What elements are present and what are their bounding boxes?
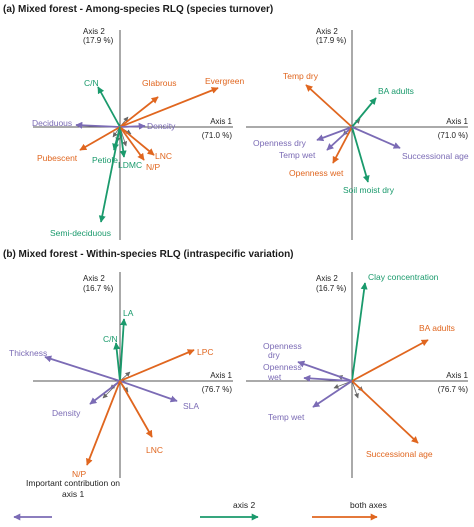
vector-label-deciduous: Deciduous (32, 118, 72, 128)
vector-label-openness-wet: Openness wet (289, 168, 344, 178)
vector-label-lpc: LPC (197, 347, 214, 357)
axis2-pct: (16.7 %) (83, 284, 114, 293)
panel-b-right: Axis 2 (16.7 %) Axis 1 (76.7 %) Clay con… (246, 272, 469, 478)
vector-label-temp-wet: Temp wet (279, 150, 316, 160)
legend-heading: Important contribution on (26, 478, 120, 488)
vector-label-glabrous: Glabrous (142, 78, 177, 88)
vector-openness-dry (297, 360, 353, 382)
vector-ldmc (119, 126, 127, 158)
axis1-pct: (71.0 %) (438, 131, 469, 140)
vector-label-sla: SLA (183, 401, 199, 411)
vector-label-evergreen: Evergreen (205, 76, 244, 86)
vector-label-lnc: LNC (155, 151, 172, 161)
legend: Important contribution on axis 1 axis 2 … (13, 478, 387, 521)
legend-both-label: both axes (350, 500, 387, 510)
vector-clay-concentration (351, 282, 368, 382)
vector-successional-age (351, 126, 401, 149)
axis1-label: Axis 1 (446, 371, 468, 380)
vector-cn (113, 342, 121, 382)
vector-ba-adults (351, 339, 429, 382)
axis2-pct: (17.9 %) (83, 36, 114, 45)
vector-label-clay-concentration: Clay concentration (368, 272, 439, 282)
vector-label-ldmc: LDMC (118, 160, 142, 170)
vector-density (119, 122, 146, 130)
vector-label-cn: C/N (84, 78, 99, 88)
vector-thickness (44, 355, 121, 382)
axis2-label: Axis 2 (83, 274, 105, 283)
axis1-pct: (76.7 %) (438, 385, 469, 394)
vector-temp-wet (326, 126, 353, 151)
vector-sla (119, 380, 178, 403)
vector-label-soil-moist-dry: Soil moist dry (343, 185, 395, 195)
vector-label-ba-adults: BA adults (378, 86, 414, 96)
axis2-pct: (16.7 %) (316, 284, 347, 293)
vector-openness-wet (332, 126, 353, 164)
vector-lnc (119, 380, 153, 438)
vector-label-openness-wet-2: wet (267, 372, 282, 382)
vector-label-ba-adults: BA adults (419, 323, 455, 333)
vector-cn (97, 86, 121, 128)
section-a-title: (a) Mixed forest - Among-species RLQ (sp… (3, 4, 273, 15)
axis1-pct: (76.7 %) (202, 385, 233, 394)
vector-openness-wet (303, 374, 353, 382)
vector-la (119, 318, 128, 382)
vector-label-np: N/P (72, 469, 87, 479)
vector-soil-moist-dry (351, 126, 370, 183)
section-b-title: (b) Mixed forest - Within-species RLQ (i… (3, 249, 294, 260)
vector-label-successional-age: Successional age (402, 151, 469, 161)
vector-label-successional-age: Successional age (366, 449, 433, 459)
vector-label-density: Density (52, 408, 81, 418)
vector-label-petiole: Petiole (92, 155, 118, 165)
axis1-label: Axis 1 (210, 117, 232, 126)
axis1-label: Axis 1 (446, 117, 468, 126)
vector-label-temp-dry: Temp dry (283, 71, 319, 81)
vector-temp-dry (305, 84, 353, 128)
vector-deciduous (75, 121, 121, 129)
vector-label-thickness: Thickness (9, 348, 47, 358)
legend-axis1-label: axis 1 (62, 489, 84, 499)
vector-label-density: Density (147, 121, 176, 131)
vector-label-cn: C/N (103, 334, 118, 344)
panel-b-left: Axis 2 (16.7 %) Axis 1 (76.7 %) LA C/N T… (9, 272, 233, 479)
vector-temp-wet (312, 380, 353, 408)
vector-label-openness-wet-1: Openness (263, 362, 302, 372)
axis1-pct: (71.0 %) (202, 131, 233, 140)
axis2-label: Axis 2 (83, 27, 105, 36)
vector-ba-adults (351, 97, 377, 128)
axis2-label: Axis 2 (316, 27, 338, 36)
vector-density (89, 380, 121, 405)
vector-evergreen (119, 87, 219, 128)
vector-label-openness-dry-2: dry (268, 350, 281, 360)
vector-label-temp-wet: Temp wet (268, 412, 305, 422)
vector-label-openness-dry: Openness dry (253, 138, 307, 148)
axis1-label: Axis 1 (210, 371, 232, 380)
vector-semi-deciduous (98, 126, 121, 223)
vector-label-np: N/P (146, 162, 161, 172)
vector-pubescent (79, 126, 121, 151)
vector-np (86, 380, 121, 466)
panel-a-left: Axis 2 (17.9 %) Axis 1 (71.0 %) Evergree… (32, 27, 244, 240)
axis2-label: Axis 2 (316, 274, 338, 283)
panel-a-right: Axis 2 (17.9 %) Axis 1 (71.0 %) Temp dry… (246, 27, 469, 240)
vector-openness-dry (316, 126, 353, 142)
vector-label-la: LA (123, 308, 134, 318)
vector-successional-age (351, 380, 419, 444)
vector-label-pubescent: Pubescent (37, 153, 78, 163)
legend-axis2-label: axis 2 (233, 500, 255, 510)
vector-label-semi-deciduous: Semi-deciduous (50, 228, 111, 238)
vector-label-openness-dry-1: Openness (263, 341, 302, 351)
vector-lnc (119, 126, 155, 156)
vector-glabrous (119, 96, 159, 128)
minor-vector (351, 380, 359, 399)
vector-label-lnc: LNC (146, 445, 163, 455)
axis2-pct: (17.9 %) (316, 36, 347, 45)
vector-np (119, 126, 145, 161)
vector-lpc (119, 349, 195, 382)
